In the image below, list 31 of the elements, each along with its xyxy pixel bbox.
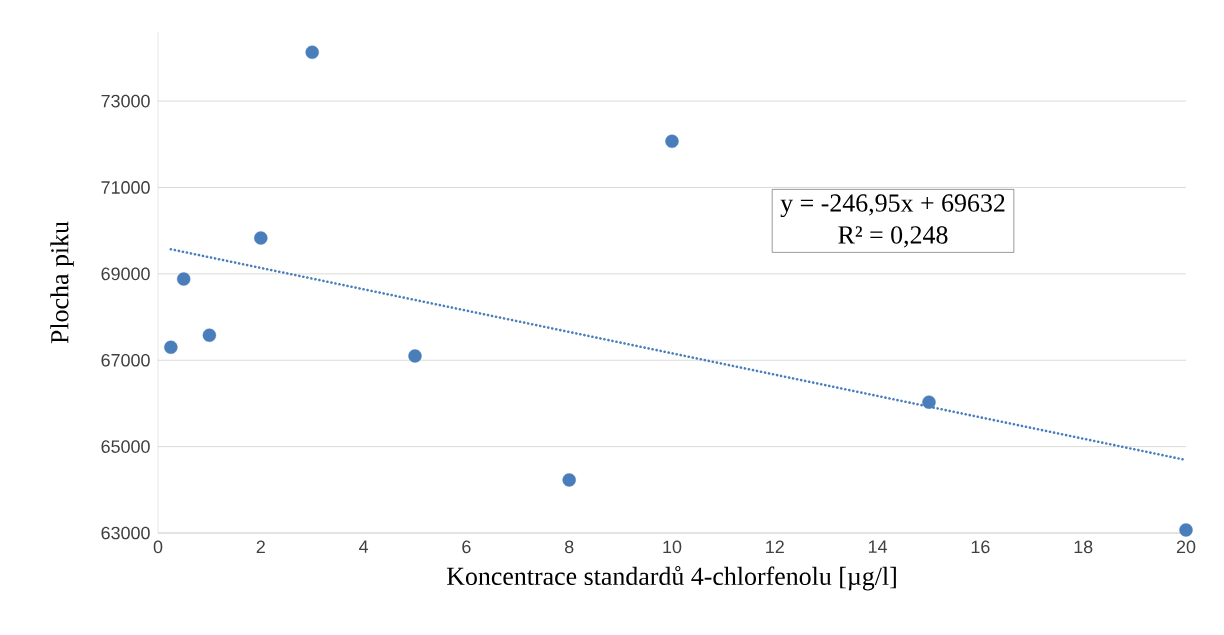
x-tick-label: 6 bbox=[462, 540, 471, 554]
x-tick-label: 12 bbox=[766, 540, 784, 554]
point bbox=[254, 231, 268, 245]
point bbox=[922, 395, 936, 409]
y-tick-label: 67000 bbox=[101, 353, 150, 367]
point bbox=[305, 45, 319, 59]
point bbox=[408, 349, 422, 363]
y-axis-title: Plocha piku bbox=[50, 221, 74, 344]
point bbox=[562, 473, 576, 487]
y-tick-label: 63000 bbox=[101, 526, 150, 540]
x-axis-title: Koncentrace standardů 4-chlorfenolu [µg/l] bbox=[446, 566, 896, 591]
y-tick-label: 69000 bbox=[101, 267, 150, 281]
point bbox=[1179, 523, 1193, 537]
x-tick-label: 18 bbox=[1074, 540, 1093, 554]
annotation: R² = 0,248 bbox=[838, 226, 948, 248]
x-tick-label: 14 bbox=[868, 540, 888, 553]
point bbox=[164, 340, 178, 354]
x-tick-label: 8 bbox=[564, 540, 574, 554]
x-tick-label: 10 bbox=[663, 540, 682, 554]
x-tick-label: 16 bbox=[971, 540, 990, 554]
y-tick-label: 65000 bbox=[101, 440, 150, 453]
x-tick-label: 4 bbox=[359, 540, 369, 553]
x-tick-label: 20 bbox=[1176, 540, 1196, 554]
point bbox=[177, 272, 191, 286]
x-tick-label: 0 bbox=[153, 540, 163, 554]
point bbox=[665, 134, 679, 148]
y-tick-label: 73000 bbox=[101, 94, 150, 108]
point bbox=[202, 328, 217, 342]
annotation: y = -246,95x + 69632 bbox=[780, 194, 1005, 218]
x-tick-label: 2 bbox=[256, 540, 265, 554]
y-tick-label: 71000 bbox=[101, 181, 150, 194]
